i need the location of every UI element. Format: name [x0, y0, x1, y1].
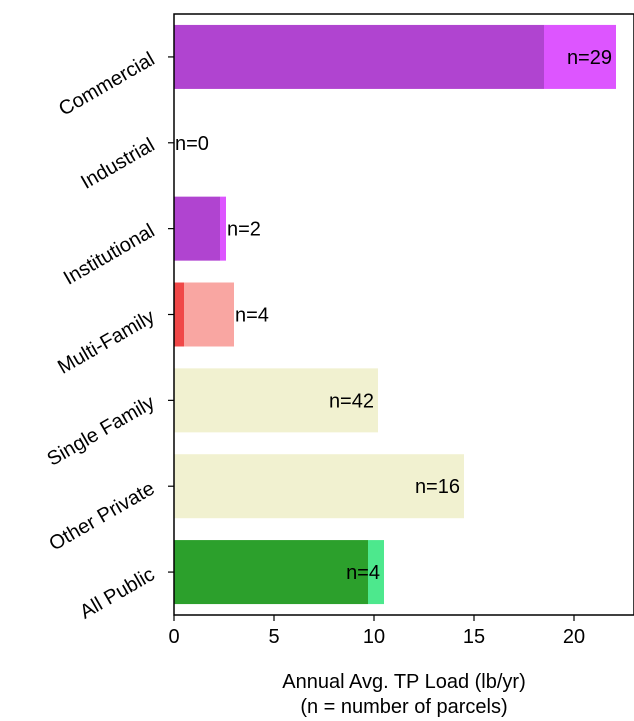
- x-tick-label: 10: [363, 626, 385, 648]
- count-label: n=0: [175, 133, 209, 155]
- count-label: n=42: [329, 390, 374, 412]
- bar-segment: [368, 540, 384, 605]
- x-tick-label: 20: [563, 626, 585, 648]
- x-tick-label: 5: [268, 626, 279, 648]
- bar-segment: [174, 282, 184, 347]
- category-label: All Public: [76, 563, 158, 623]
- plot-frame: [173, 13, 634, 616]
- x-ticks: 0 5 10 15 20: [168, 615, 585, 648]
- count-label: n=16: [415, 476, 460, 498]
- x-tick-label: 0: [168, 626, 179, 648]
- bar-segment: [174, 24, 544, 89]
- category-label: Single Family: [44, 392, 159, 471]
- category-label: Commercial: [55, 48, 158, 120]
- x-axis-title: Annual Avg. TP Load (lb/yr): [282, 671, 526, 693]
- bar-segment: [174, 454, 464, 519]
- count-label: n=29: [567, 47, 612, 69]
- bar-segment: [174, 196, 220, 261]
- bar-segment: [174, 368, 378, 433]
- bar-segment: [544, 24, 616, 89]
- count-label: n=4: [235, 305, 269, 327]
- x-axis-subtitle: (n = number of parcels): [300, 696, 507, 718]
- bar-segment: [174, 540, 368, 605]
- category-label: Institutional: [60, 220, 159, 290]
- x-tick-label: 15: [463, 626, 485, 648]
- bar-segment: [184, 282, 234, 347]
- count-label: n=2: [227, 219, 261, 241]
- bar-segment: [220, 196, 226, 261]
- count-labels: n=29 n=0 n=2 n=4 n=42 n=16 n=4: [175, 47, 612, 584]
- bars-group: [174, 24, 616, 605]
- category-label: Other Private: [45, 477, 158, 555]
- category-label: Industrial: [77, 134, 158, 194]
- category-labels: Commercial Industrial Institutional Multi-F…: [44, 48, 174, 624]
- category-label: Multi-Family: [54, 306, 158, 379]
- count-label: n=4: [346, 562, 380, 584]
